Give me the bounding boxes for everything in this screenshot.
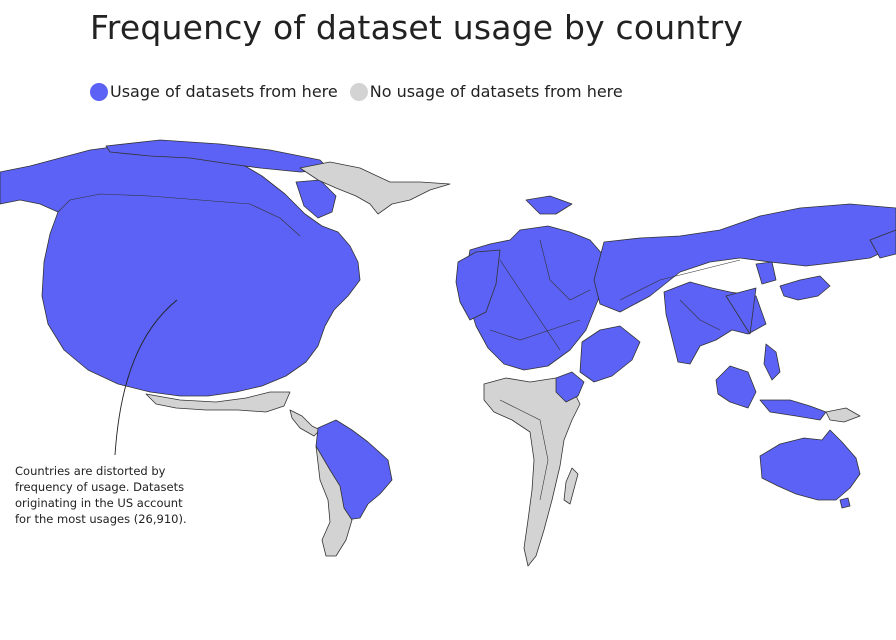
region-arctic-islands <box>105 139 331 173</box>
region-central-america <box>289 409 321 437</box>
border-asia-1 <box>619 259 741 301</box>
legend-swatch-no-usage <box>349 82 368 101</box>
legend-label-no-usage: No usage of datasets from here <box>369 82 623 101</box>
region-greenland <box>299 161 451 215</box>
border-us-canada <box>57 193 301 237</box>
region-mexico <box>145 391 291 413</box>
region-africa <box>483 377 581 567</box>
annotation-leader-line <box>114 299 178 456</box>
region-japan <box>779 275 831 301</box>
border-africa-1 <box>499 399 549 501</box>
region-png <box>825 407 861 423</box>
legend: Usage of datasets from here No usage of … <box>90 82 635 101</box>
legend-label-usage: Usage of datasets from here <box>110 82 338 101</box>
legend-swatch-usage <box>90 82 108 101</box>
border-europe-2 <box>539 239 591 301</box>
legend-item-usage: Usage of datasets from here <box>90 82 338 101</box>
border-europe-1 <box>499 259 561 351</box>
region-philippines <box>763 343 781 381</box>
region-australia <box>759 429 861 501</box>
map-title: Frequency of dataset usage by country <box>90 8 744 47</box>
region-asia-north <box>593 203 896 313</box>
region-southeast-asia <box>715 365 757 409</box>
annotation-line: frequency of usage. Datasets <box>15 480 185 494</box>
region-madagascar <box>563 467 579 505</box>
region-south-america-unused <box>315 445 353 557</box>
legend-item-no-usage: No usage of datasets from here <box>349 82 623 101</box>
border-asia-2 <box>679 299 721 331</box>
border-europe-3 <box>489 319 581 341</box>
region-taiwan-spike <box>725 287 757 335</box>
annotation-line: for the most usages (26,910). <box>15 512 187 526</box>
region-uk <box>455 249 501 321</box>
annotation: Countries are distorted by frequency of … <box>15 463 215 527</box>
region-new-zealand <box>839 497 851 509</box>
region-kamchatka <box>869 229 896 259</box>
region-middle-east <box>579 325 641 383</box>
region-indonesia <box>759 399 827 421</box>
annotation-line: Countries are distorted by <box>15 464 166 478</box>
region-scandinavia <box>525 195 573 215</box>
region-egypt <box>555 371 585 403</box>
annotation-line: originating in the US account <box>15 496 183 510</box>
region-korea <box>755 261 777 285</box>
